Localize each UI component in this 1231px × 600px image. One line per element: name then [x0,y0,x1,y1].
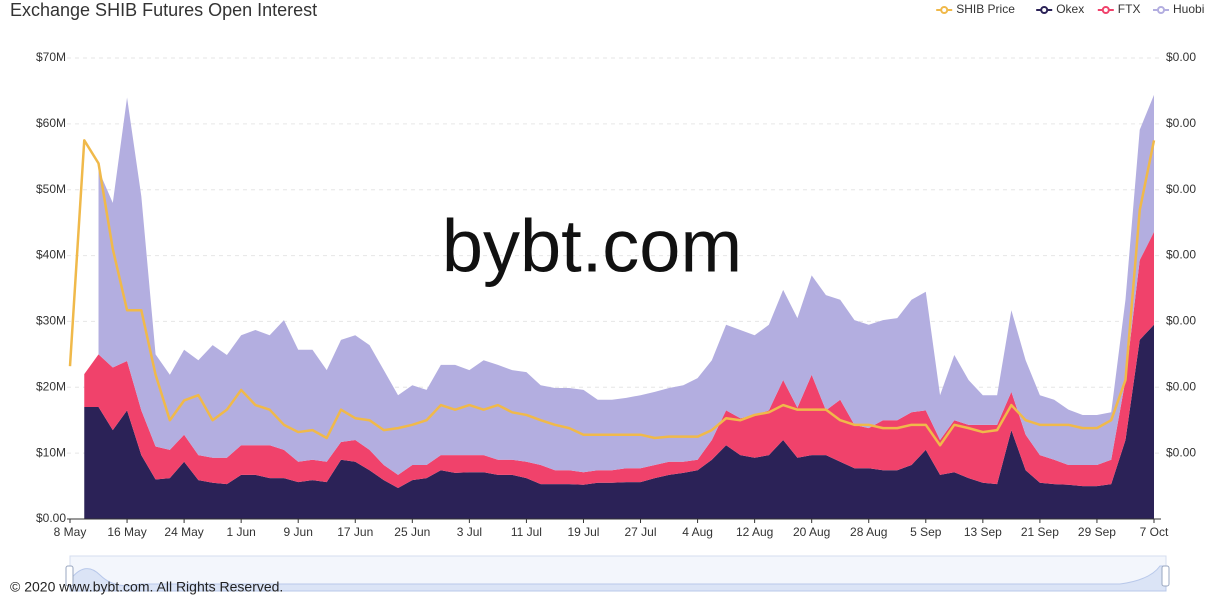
area-huobi [98,94,1154,475]
y-tick-label: $40M [36,248,66,262]
y-tick-label: $70M [36,50,66,64]
x-tick-label: 25 Jun [394,525,430,539]
x-tick-label: 21 Sep [1021,525,1059,539]
y2-tick-label: $0.00 [1166,116,1196,130]
x-tick-label: 12 Aug [736,525,773,539]
x-tick-label: 17 Jun [337,525,373,539]
y2-tick-label: $0.00 [1166,248,1196,262]
x-tick-label: 28 Aug [850,525,887,539]
x-tick-label: 27 Jul [625,525,657,539]
y-tick-label: $20M [36,379,66,393]
y-tick-label: $10M [36,445,66,459]
x-tick-label: 9 Jun [284,525,313,539]
legend-icon [1101,6,1110,14]
y2-tick-label: $0.00 [1166,50,1196,64]
chart-title: Exchange SHIB Futures Open Interest [10,0,317,20]
x-tick-label: 29 Sep [1078,525,1116,539]
y2-tick-label: $0.00 [1166,445,1196,459]
x-tick-label: 11 Jul [511,525,542,539]
x-tick-label: 13 Sep [964,525,1002,539]
price-line [68,139,1156,447]
x-tick-label: 16 May [107,525,146,539]
y-tick-label: $0.00 [36,511,66,525]
area-ftx [84,231,1154,489]
y-tick-label: $50M [36,182,66,196]
y2-tick-label: $0.00 [1166,314,1196,328]
x-tick-label: 3 Jul [457,525,482,539]
footer: © 2020 www.bybt.com. All Rights Reserved… [10,579,283,595]
legend-label: Okex [1056,2,1084,16]
zoom-handle[interactable] [1161,565,1170,587]
x-tick-label: 5 Sep [910,525,942,539]
legend-icon [940,6,949,14]
y2-tick-label: $0.00 [1166,182,1196,196]
x-tick-label: 4 Aug [682,525,713,539]
zoom-preview [69,565,1167,592]
area-okex [84,324,1154,519]
y-tick-label: $60M [36,116,66,130]
legend-label: SHIB Price [956,2,1015,16]
x-tick-label: 8 May [54,525,87,539]
y2-tick-label: $0.00 [1166,379,1196,393]
x-tick-label: 1 Jun [226,525,255,539]
legend-label: FTX [1118,2,1141,16]
x-tick-label: 20 Aug [793,525,830,539]
watermark: bybt.com [442,205,742,288]
x-tick-label: 24 May [164,525,203,539]
legend-icon [1157,6,1165,14]
plot-area: $0.00 $10M $20M $30M $40M $50M $60M $70M $0.00 $0… [36,2,1204,539]
x-tick-label: 19 Jul [567,525,599,539]
legend-icon [1040,6,1049,14]
y-tick-label: $30M [36,314,66,328]
legend-label: Huobi [1173,2,1204,16]
x-tick-label: 7 Oct [1140,525,1169,539]
zoom-handle[interactable] [65,565,74,587]
